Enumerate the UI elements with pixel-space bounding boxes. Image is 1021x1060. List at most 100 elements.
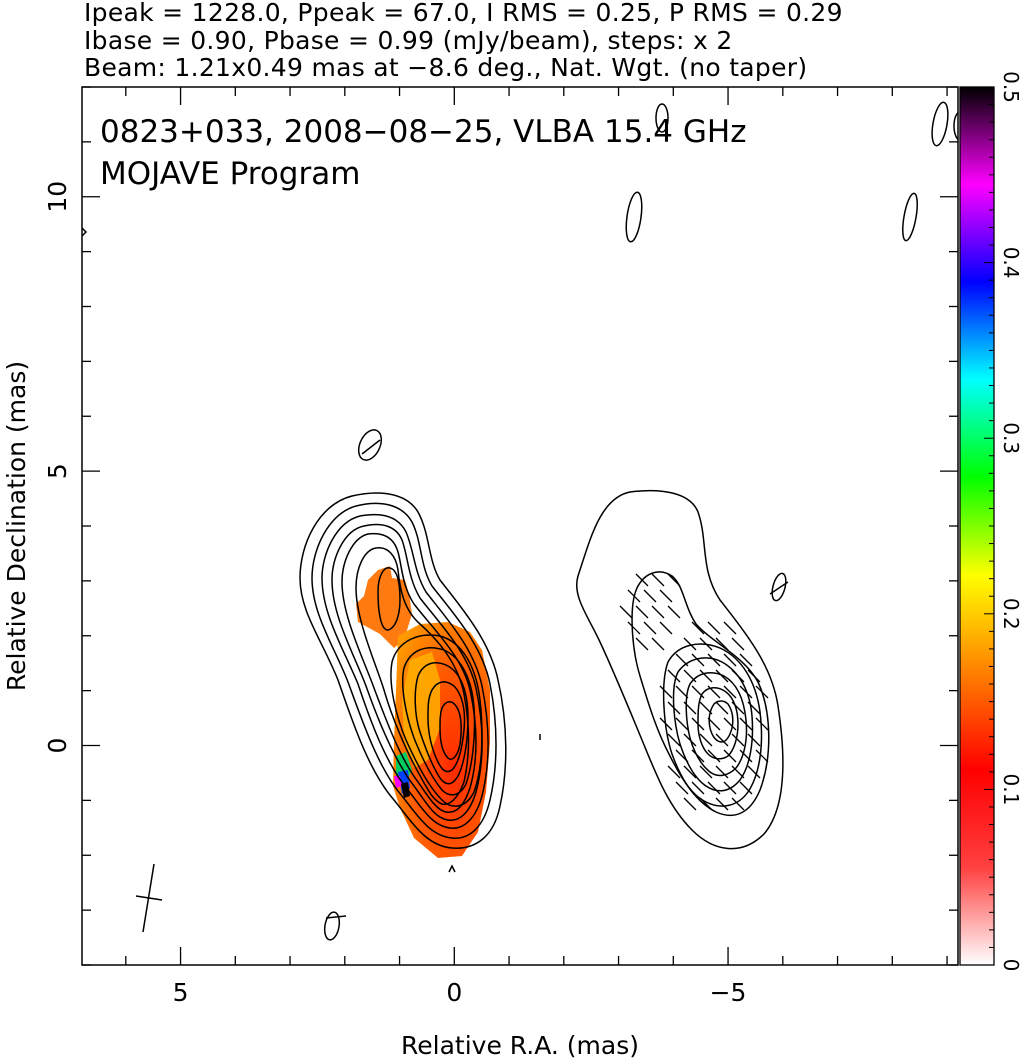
evpa-vector: [627, 589, 641, 603]
evpa-vector: [699, 701, 713, 715]
evpa-vector: [675, 685, 689, 699]
evpa-vector: [691, 685, 705, 699]
evpa-vector: [747, 733, 761, 747]
evpa-vector: [739, 749, 753, 763]
evpa-vector: [659, 589, 673, 603]
evpa-vector: [683, 669, 697, 683]
colorbar-tick-label: 0: [999, 959, 1021, 972]
contour-level-10: [414, 662, 469, 785]
noise-contour: [902, 192, 918, 242]
evpa-vector: [675, 717, 689, 731]
contour-level-2: [311, 502, 497, 839]
header-line-1: Ipeak = 1228.0, Ppeak = 67.0, I RMS = 0.…: [84, 0, 843, 27]
evpa-vector: [723, 717, 737, 731]
evpa-vector: [723, 781, 737, 795]
evpa-vector: [707, 685, 721, 699]
x-axis-label: Relative R.A. (mas): [401, 1031, 639, 1060]
evpa-vector: [707, 749, 721, 763]
colorbar-bar: [959, 86, 995, 966]
y-axis-label: Relative Declination (mas): [2, 361, 31, 691]
evpa-vector: [755, 749, 769, 763]
colorbar-tick-label: 0.1: [999, 773, 1021, 805]
x-tick-label: 5: [173, 978, 189, 1007]
noise-contour: [625, 191, 643, 243]
evpa-vector: [635, 605, 649, 619]
evpa-vector: [731, 701, 745, 715]
evpa-vector: [643, 589, 657, 603]
y-tick-label: 10: [43, 181, 72, 213]
evpa-vector: [715, 669, 729, 683]
evpa-vector: [667, 573, 681, 587]
evpa-vector: [683, 797, 697, 811]
pol-color-edge-black: [401, 782, 410, 798]
evpa-vector: [667, 669, 681, 683]
evpa-vector: [699, 797, 713, 811]
noise-contour-tick: [361, 439, 381, 455]
evpa-vector: [755, 717, 769, 731]
evpa-vector: [675, 781, 689, 795]
evpa-vector: [715, 701, 729, 715]
noise-contours: [82, 101, 958, 941]
evpa-vector: [707, 781, 721, 795]
header-line-2: Ibase = 0.90, Pbase = 0.99 (mJy/beam), s…: [84, 26, 733, 55]
plot-area: [82, 101, 958, 941]
evpa-vector: [715, 765, 729, 779]
evpa-vector: [619, 605, 633, 619]
evpa-vector: [715, 733, 729, 747]
evpa-vector: [691, 621, 705, 635]
source-annotation: 0823+033, 2008−08−25, VLBA 15.4 GHz: [100, 114, 746, 150]
y-tick-label: 5: [43, 463, 72, 479]
pol-contours-right: [576, 489, 784, 850]
evpa-vector: [651, 573, 665, 587]
evpa-vector: [731, 637, 745, 651]
evpa-vector: [667, 733, 681, 747]
evpa-vector: [699, 733, 713, 747]
colorbar-tick-label: 0.5: [999, 71, 1021, 103]
contour-level-11: [427, 681, 466, 773]
pol-contour-level-5: [685, 671, 748, 777]
evpa-vector: [723, 749, 737, 763]
colorbar-tick-label: 0.2: [999, 598, 1021, 630]
evpa-vector: [731, 733, 745, 747]
noise-contour-tick: [82, 227, 88, 237]
intensity-contours-left: [299, 492, 507, 849]
evpa-vector: [731, 797, 745, 811]
evpa-vector: [659, 717, 673, 731]
evpa-vector: [683, 701, 697, 715]
evpa-vector: [643, 621, 657, 635]
evpa-vector: [659, 685, 673, 699]
evpa-vector: [715, 797, 729, 811]
plot-frame: [81, 86, 959, 966]
y-tick-label: 0: [43, 738, 72, 754]
evpa-vector: [683, 765, 697, 779]
evpa-vector: [691, 717, 705, 731]
evpa-vector: [675, 749, 689, 763]
contour-level-3: [321, 513, 489, 829]
evpa-vector: [651, 605, 665, 619]
evpa-vector: [691, 653, 705, 667]
contour-level-9: [401, 647, 476, 796]
evpa-vector: [635, 573, 649, 587]
evpa-vector: [723, 621, 737, 635]
evpa-vector: [667, 701, 681, 715]
pol-contour-level-7: [708, 700, 734, 743]
pol-contour-level-4: [672, 657, 754, 792]
evpa-vector: [691, 749, 705, 763]
evpa-vector: [667, 765, 681, 779]
evpa-vector: [683, 637, 697, 651]
noise-contour: [323, 911, 341, 941]
contour-level-7: [377, 567, 401, 631]
evpa-vector: [747, 701, 761, 715]
noise-contour-tick: [448, 864, 456, 873]
evpa-vector: [739, 685, 753, 699]
evpa-vector: [691, 781, 705, 795]
evpa-vector: [723, 653, 737, 667]
evpa-vector: [715, 637, 729, 651]
evpa-vector: [707, 717, 721, 731]
evpa-vector: [699, 637, 713, 651]
noise-contour-tick: [769, 581, 789, 595]
pol-contour-level-1: [576, 489, 784, 850]
noise-contour: [771, 572, 787, 602]
evpa-vector: [723, 685, 737, 699]
colorbar-tick-label: 0.4: [999, 247, 1021, 279]
